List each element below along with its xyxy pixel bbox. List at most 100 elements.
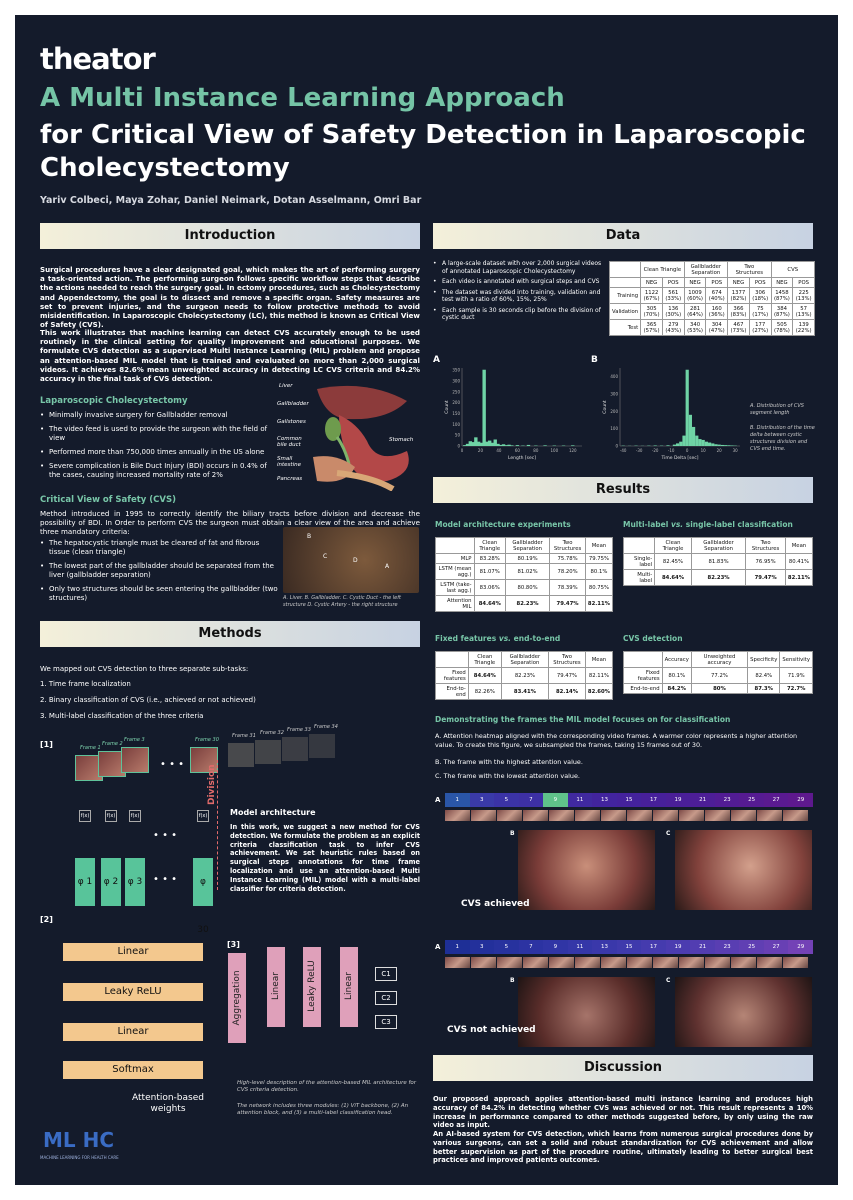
label-liver: Liver — [279, 383, 293, 389]
t2-title-vs: vs. — [670, 520, 684, 529]
y-tick-label: 250 — [452, 389, 460, 394]
table-head: Unweighted accuracy — [690, 651, 749, 668]
lc-bullet: Minimally invasive surgery for Gallbladd… — [40, 411, 280, 420]
histogram-bar — [490, 442, 495, 446]
table-cell: 279 (43%) — [661, 319, 685, 336]
table-row: Fixed features 84.64% 82.23% 79.47% 82.11% — [435, 667, 614, 684]
heatmap-strip-not-achieved: 1 3 5 7 9 11 13 15 17 19 21 23 25 27 29 — [445, 940, 813, 954]
ellipsis-icon: • • • — [153, 874, 178, 885]
t3-title-a: Fixed features — [435, 634, 497, 643]
y-tick-label: 50 — [455, 433, 461, 438]
y-tick-label: 300 — [610, 392, 618, 397]
table-head: Gallbladder Separation — [683, 261, 729, 278]
table-cell: 80.19% — [504, 553, 551, 564]
histogram-bar — [485, 441, 489, 446]
table-cell: 80.80% — [504, 579, 551, 596]
x-tick-label: 120 — [569, 448, 577, 453]
row-label: Validation — [608, 303, 642, 320]
fx-box: f(x) — [129, 810, 141, 822]
row-label: LSTM (mean agg.) — [435, 563, 475, 580]
x-tick-label: 100 — [550, 448, 558, 453]
head-linear-2: Linear — [340, 947, 358, 1027]
table-cell: 84.64% — [654, 569, 692, 586]
frame-label: Frame 1 — [80, 745, 101, 751]
heatmap-cell: 19 — [665, 940, 691, 954]
table-cell: 82.23% — [500, 667, 550, 684]
table-cell: 83.28% — [473, 553, 506, 564]
heatmap-cell: 15 — [616, 793, 642, 807]
heatmap-cell: 9 — [543, 793, 568, 807]
histogram-bar — [698, 439, 702, 446]
table-cell: 78.20% — [549, 563, 586, 580]
heatmap-cell: 29 — [788, 940, 813, 954]
heatmap-cell: 25 — [739, 793, 764, 807]
intro-paragraph-2: This work illustrates that machine learn… — [40, 328, 420, 384]
table-cell: 177 (27%) — [748, 319, 772, 336]
lc-bullet: The video feed is used to provide the su… — [40, 425, 280, 443]
table-cell: 81.07% — [473, 563, 506, 580]
stack-softmax: Softmax — [63, 1061, 203, 1079]
frame-thumb-excluded — [309, 734, 335, 758]
title-line-2: for Critical View of Safety Detection in… — [40, 120, 806, 183]
histogram-bar — [717, 444, 721, 446]
x-tick-label: 60 — [515, 448, 521, 453]
table-head: Clean Triangle — [654, 537, 692, 554]
data-table-body: Training 1122 (67%) 561 (33%) 1009 (60%) 674… — [608, 287, 815, 336]
anatomy-drawing — [313, 385, 409, 492]
y-tick-label: 300 — [452, 379, 460, 384]
table-cell: 82.4% — [747, 667, 781, 684]
demo-title: Demonstrating the frames the MIL model f… — [435, 715, 731, 724]
table-cell: 366 (83%) — [727, 303, 750, 320]
data-bullet: The dataset was divided into training, v… — [433, 289, 603, 304]
step-3-label: [3] — [227, 940, 240, 949]
ellipsis-icon: • • • — [153, 830, 178, 841]
section-discussion: Discussion — [433, 1055, 813, 1081]
table-subhead: NEG — [640, 277, 663, 288]
table-cell: 80% — [690, 683, 749, 694]
heatmap-cell: 5 — [494, 940, 519, 954]
table-cell: 57 (13%) — [792, 303, 815, 320]
table-cell: 82.11% — [584, 667, 614, 684]
table-row: Fixed features 80.1% 77.2% 82.4% 71.9% — [623, 667, 813, 684]
methods-intro: We mapped out CVS detection to three sep… — [40, 665, 249, 673]
histogram-bar — [465, 443, 470, 446]
table-cell: 82.23% — [690, 569, 747, 586]
heatmap-strip-achieved: 1 3 5 7 9 11 13 15 17 19 21 23 25 27 29 — [445, 793, 813, 807]
row-label: Training — [608, 287, 642, 304]
table-cell: 225 (13%) — [792, 287, 815, 304]
label-bile-duct: Common bile duct — [277, 436, 302, 448]
histogram-bar — [571, 445, 575, 446]
data-bullet: A large-scale dataset with over 2,000 su… — [433, 260, 603, 275]
cvs-achieved-label: CVS achieved — [461, 899, 530, 909]
table-subhead: NEG — [727, 277, 750, 288]
x-tick-label: -30 — [636, 448, 643, 453]
table-header-row: Clean Triangle Gallbladder Separation Two … — [435, 651, 614, 668]
frame-c-label: C — [666, 830, 671, 837]
strip-1-label: A — [435, 796, 441, 804]
photo-caption: A. Liver. B. Gallbladder. C. Cystic Duct… — [283, 595, 401, 608]
histogram-bar — [474, 437, 478, 446]
table-head: Two Structures — [548, 651, 586, 668]
cvs-bullet: The hepatocystic triangle must be cleare… — [40, 539, 280, 557]
table-corner — [623, 651, 663, 668]
table-subhead: POS — [748, 277, 772, 288]
division-label: Division — [207, 764, 217, 805]
backbone-area: f(x) f(x) f(x) f(x) • • • φ 1 φ 2 φ 3 φ … — [75, 810, 219, 935]
table-subhead: POS — [792, 277, 815, 288]
row-label: End-to-end — [623, 683, 663, 694]
histogram-b: 0 100 200 300 400 -40 -30 -20 -10 0 10 20 30 Time Del… — [602, 368, 740, 461]
table-cell: 83.41% — [500, 683, 550, 700]
table-cell: 1009 (60%) — [683, 287, 707, 304]
x-tick-label: 30 — [733, 448, 739, 453]
demo-c-text: C. The frame with the lowest attention v… — [435, 772, 580, 780]
stack-linear-1: Linear — [63, 943, 203, 961]
histogram-bar — [488, 440, 492, 446]
mlhc-logo: ML HC — [43, 1128, 115, 1152]
heatmap-cell: 27 — [763, 940, 789, 954]
table-cell: 340 (53%) — [683, 319, 707, 336]
label-stomach: Stomach — [389, 437, 414, 443]
x-tick-label: -20 — [652, 448, 659, 453]
demo-b-text: B. The frame with the highest attention … — [435, 758, 583, 766]
table-subhead: POS — [705, 277, 729, 288]
phi-box: φ 2 — [101, 858, 121, 906]
